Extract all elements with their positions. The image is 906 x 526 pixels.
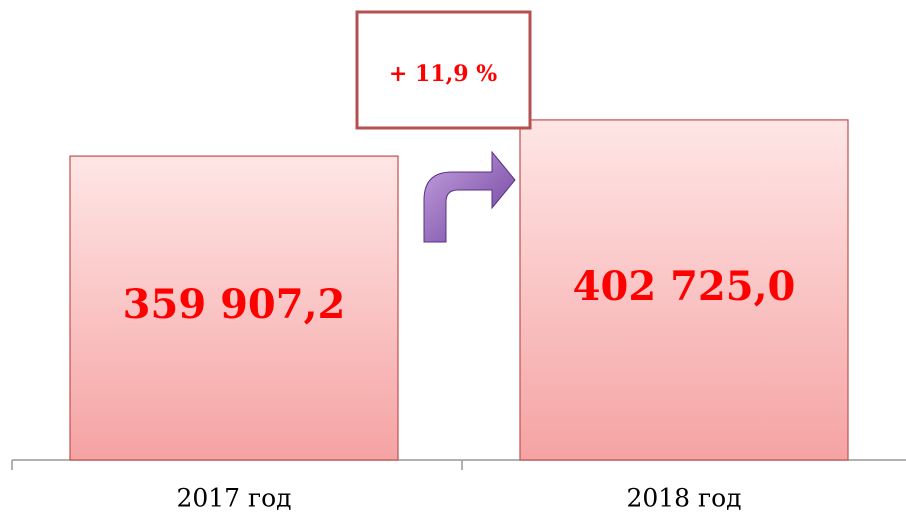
value-label: 359 907,2 bbox=[123, 281, 346, 328]
bar bbox=[519, 119, 849, 461]
value-label: 402 725,0 bbox=[573, 263, 796, 310]
annotation-box bbox=[355, 10, 532, 130]
arrow bbox=[423, 150, 516, 243]
x-tick-label: 2018 год bbox=[626, 484, 741, 513]
bar bbox=[69, 155, 399, 461]
annotation: + 11,9 % bbox=[389, 61, 497, 87]
x-tick-label: 2017 год bbox=[176, 484, 291, 513]
